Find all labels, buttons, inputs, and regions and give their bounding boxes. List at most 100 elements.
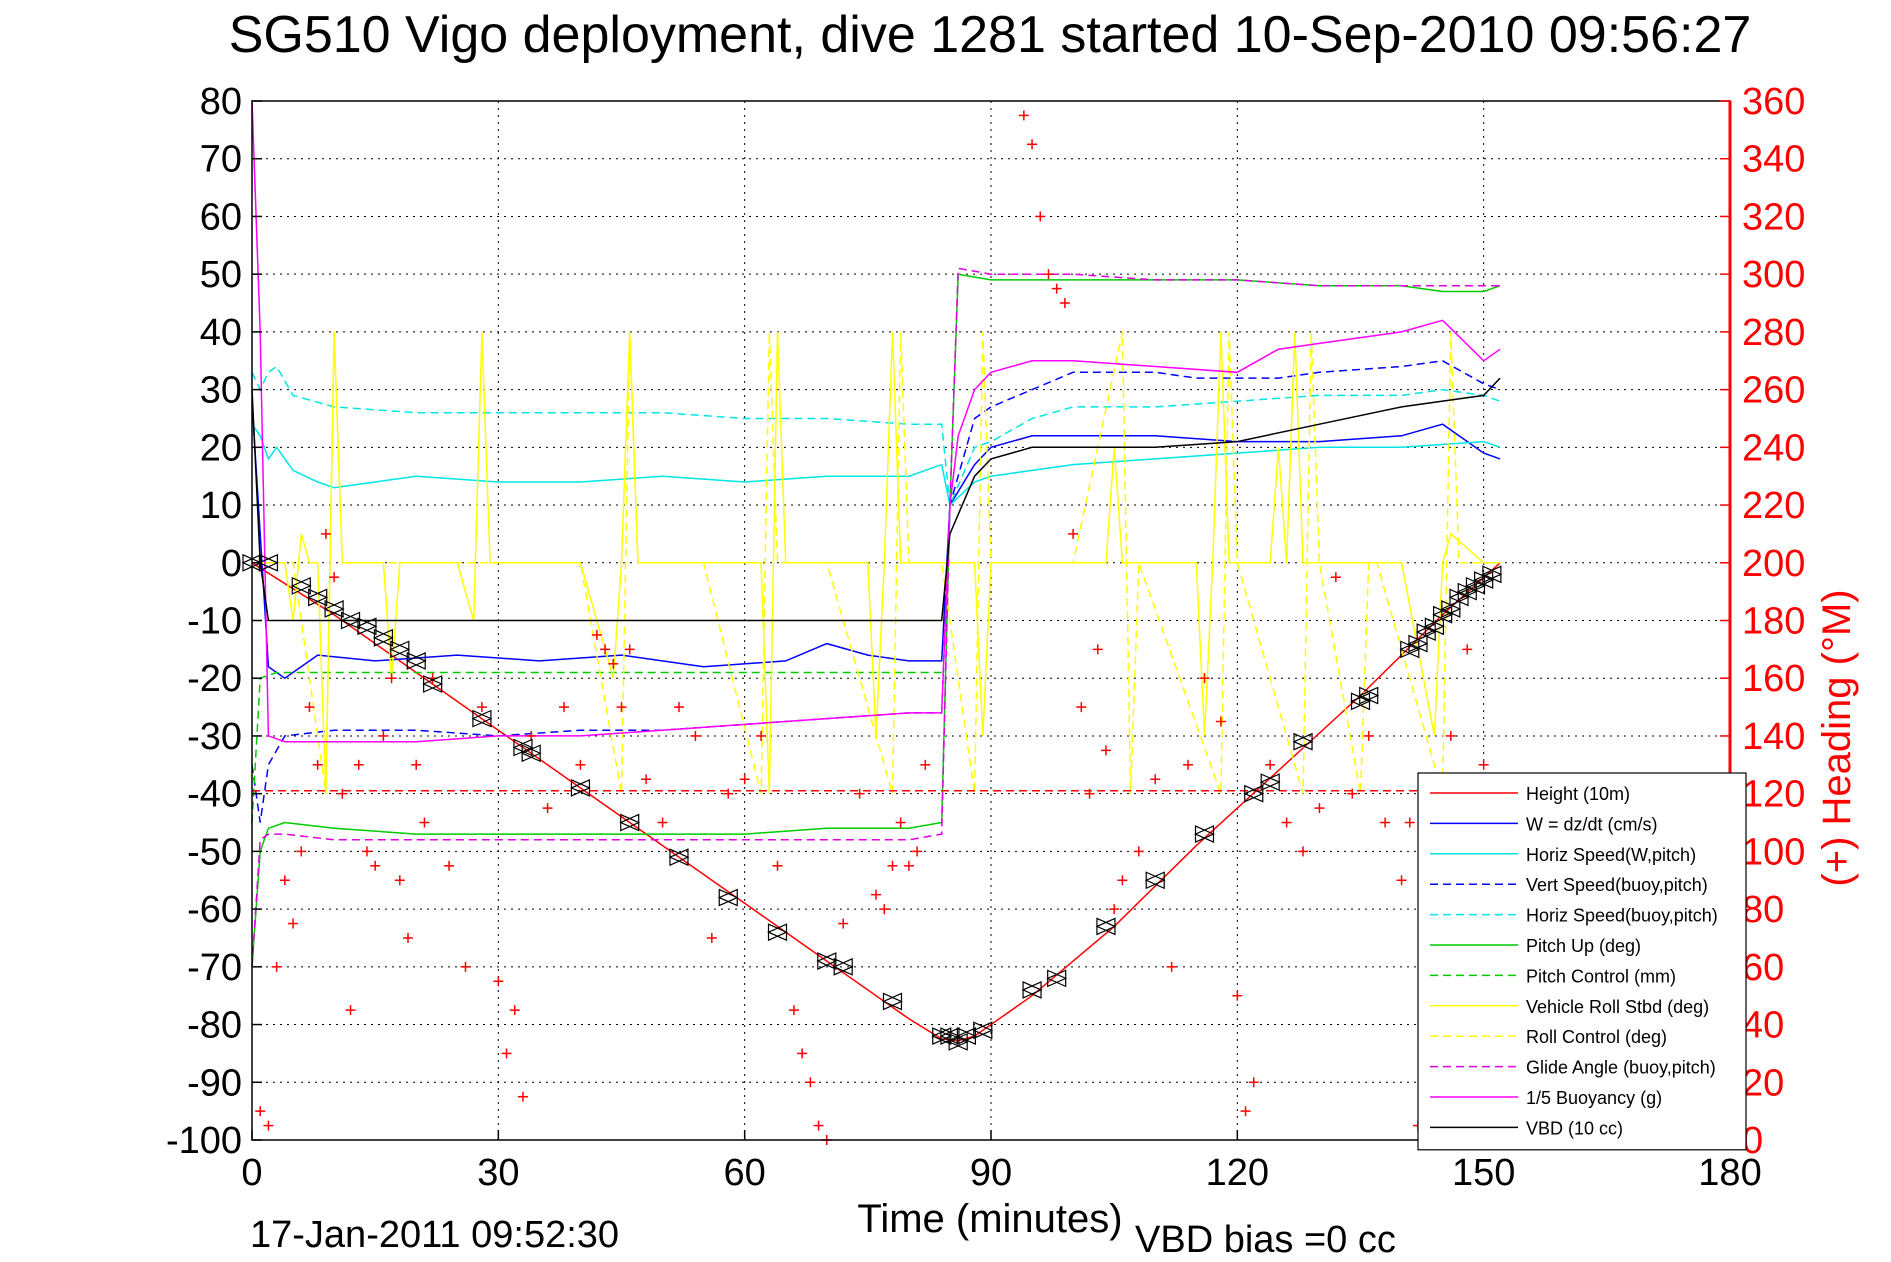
heading-point [1068,528,1079,539]
legend-item: Pitch Up (deg) [1430,936,1641,956]
dive-markers [241,553,1503,1051]
heading-point [1215,716,1226,727]
dive-marker [422,675,444,693]
y-tick-label: 80 [200,81,242,123]
legend-item: Horiz Speed(W,pitch) [1430,845,1696,865]
heading-point [255,1106,266,1117]
heading-point [723,788,734,799]
heading-point [1445,730,1456,741]
heading-point [608,658,619,669]
heading-point [517,1091,528,1102]
dive-marker [1358,686,1380,705]
heading-point [403,932,414,943]
y-tick-label: 70 [200,139,242,181]
heading-point [805,1077,816,1088]
legend-item: VBD (10 cc) [1430,1118,1623,1138]
heading-point [312,759,323,770]
y-tick-label: -80 [187,1005,242,1047]
heading-point [797,1048,808,1059]
heading-point [673,702,684,713]
heading-point [920,759,931,770]
heading-point [1117,875,1128,886]
legend-label: Height (10m) [1526,784,1630,804]
dive-marker [471,709,493,728]
heading-point [542,803,553,814]
heading-point [1183,759,1194,770]
heading-point [1084,788,1095,799]
legend-label: Pitch Control (mm) [1526,966,1676,986]
heading-point [329,572,340,583]
heading-point [304,702,315,713]
right-tick-label: 280 [1742,312,1805,354]
y-tick-label: -70 [187,947,242,989]
dive-marker [389,640,411,659]
heading-point [559,702,570,713]
y-tick-label: 40 [200,312,242,354]
legend-item: Height (10m) [1430,784,1630,804]
heading-point [501,1048,512,1059]
heading-point [1150,774,1161,785]
dive-marker [323,600,345,618]
dive-marker [1046,969,1068,988]
dive-marker [1095,917,1117,936]
heading-point [411,759,422,770]
heading-point [1035,211,1046,222]
right-tick-label: 260 [1742,370,1805,412]
heading-point [772,860,783,871]
y-tick-label: -10 [187,601,242,643]
y-tick-label: -50 [187,831,242,873]
legend-item: Horiz Speed(buoy,pitch) [1430,906,1718,926]
y-tick-label: -30 [187,716,242,758]
series-pitch-control-mm [251,671,942,823]
x-tick-label: 150 [1452,1152,1515,1194]
right-tick-label: 80 [1742,889,1784,931]
dive-marker [832,957,854,976]
dive-marker [356,617,378,636]
dive-marker [520,744,542,763]
heading-point [591,629,602,640]
heading-point [739,774,750,785]
heading-point [378,730,389,741]
dive-marker [405,651,427,670]
series-1-5-buoyancy-g [251,100,1501,743]
heading-point [394,875,405,886]
dive-marker [939,1027,961,1046]
series-horiz-speed-w-pitch [251,423,1501,507]
heading-point [1166,961,1177,972]
heading-point [879,904,890,915]
right-axis-label: (+) Heading (°M) [1815,589,1859,886]
dive-marker [1350,692,1371,711]
legend-label: Vehicle Roll Stbd (deg) [1526,997,1709,1017]
heading-point [361,846,372,857]
y-tick-label: 30 [200,370,242,412]
dive-marker [1464,576,1486,595]
heading-point [1100,745,1111,756]
dive-marker [1144,871,1166,890]
heading-point [1330,572,1341,583]
right-tick-label: 300 [1742,254,1805,296]
heading-point [616,702,627,713]
heading-point [444,860,455,871]
dive-marker [1481,565,1503,584]
dive-marker [307,588,329,607]
y-tick-label: -90 [187,1062,242,1104]
heading-point [854,788,865,799]
right-tick-label: 160 [1742,658,1805,700]
heading-point [575,759,586,770]
x-tick-label: 0 [241,1152,262,1194]
heading-point [838,918,849,929]
heading-point [1314,803,1325,814]
heading-point [288,918,299,929]
heading-point [493,976,504,987]
dive-marker [931,1027,953,1046]
dive-marker [1243,784,1265,803]
heading-point [1059,298,1070,309]
heading-point [1133,846,1144,857]
x-tick-label: 180 [1698,1152,1761,1194]
right-tick-label: 320 [1742,196,1805,238]
y-tick-label: 50 [200,254,242,296]
heading-point [871,889,882,900]
series-w-dz-dt-cm-s [251,401,1501,680]
right-tick-label: 40 [1742,1005,1784,1047]
heading-point [460,961,471,972]
